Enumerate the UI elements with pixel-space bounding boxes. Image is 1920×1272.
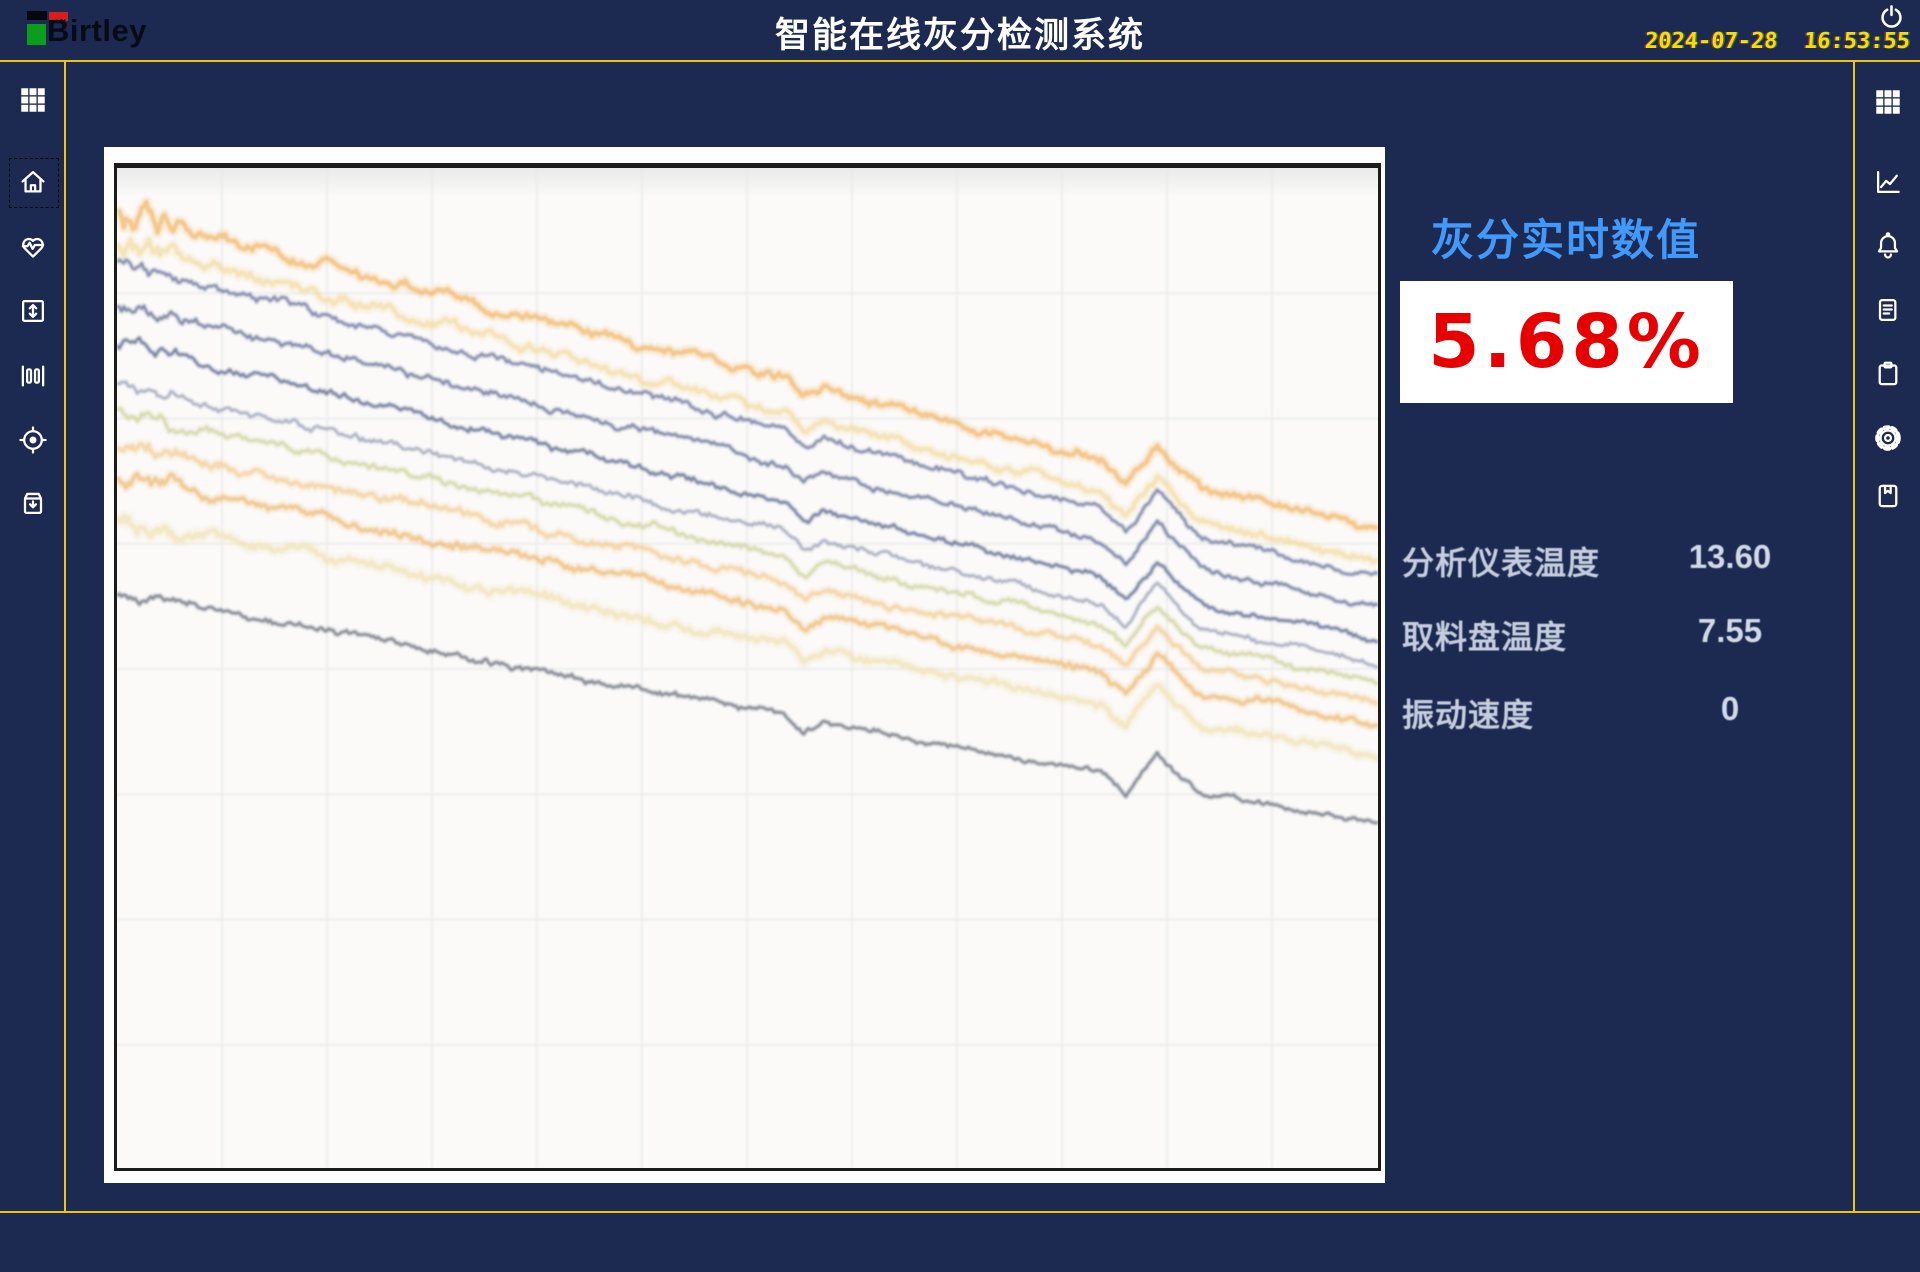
report-document-icon xyxy=(1878,298,1897,322)
trace-9 xyxy=(117,471,1378,729)
reading-row-tray-temp: 取料盘温度 7.55 xyxy=(1402,612,1812,656)
reading-row-vibration-speed: 振动速度 0 xyxy=(1402,690,1812,734)
reading-value: 0 xyxy=(1720,690,1740,727)
sidebar-item-home[interactable] xyxy=(17,166,49,198)
page-title: 智能在线灰分检测系统 xyxy=(774,16,1145,55)
reading-value: 7.55 xyxy=(1697,612,1763,649)
sidebar-item-tasks[interactable] xyxy=(1872,358,1904,390)
clipboard-icon xyxy=(1878,361,1898,386)
sidebar-item-apps-right[interactable] xyxy=(1872,86,1904,118)
logo-green-mark xyxy=(27,24,46,45)
trace-4 xyxy=(117,304,1378,607)
divider-right-sidebar xyxy=(1853,62,1855,1211)
gate-bars-icon xyxy=(21,365,45,387)
divider-left-sidebar xyxy=(64,62,66,1211)
sidebar-item-apps[interactable] xyxy=(17,84,49,116)
ash-trend-chart xyxy=(117,168,1378,1168)
logo-black-mark xyxy=(27,11,47,20)
trend-chart-panel xyxy=(104,147,1385,1183)
power-icon[interactable] xyxy=(1877,3,1906,32)
sidebar-item-alarms[interactable] xyxy=(1872,230,1904,262)
ash-value: 5.68% xyxy=(1428,299,1705,385)
trace-7 xyxy=(117,406,1378,686)
sidebar-item-locate[interactable] xyxy=(17,424,49,456)
trace-8 xyxy=(117,441,1378,706)
logo-wave-icon xyxy=(50,18,66,24)
reading-label: 取料盘温度 xyxy=(1402,619,1568,655)
vertical-adjust-icon xyxy=(21,299,45,323)
header-bar: Birtley 智能在线灰分检测系统 2024-07-28 16:53:55 xyxy=(0,0,1920,60)
trend-chart-icon xyxy=(1877,171,1900,193)
logo-text: Birtley xyxy=(47,13,147,48)
sidebar-item-gate[interactable] xyxy=(17,360,49,392)
sidebar-item-logbook[interactable] xyxy=(1872,480,1904,512)
reading-value: 13.60 xyxy=(1688,538,1772,575)
alarm-bell-icon xyxy=(1877,232,1899,259)
logbook-icon xyxy=(1878,484,1898,508)
trace-1 xyxy=(117,199,1378,531)
trace-2 xyxy=(117,237,1378,565)
ash-value-box: 5.68% xyxy=(1400,281,1733,403)
reading-label: 分析仪表温度 xyxy=(1402,545,1601,581)
sidebar-item-monitor[interactable] xyxy=(17,231,49,263)
reading-label: 振动速度 xyxy=(1402,697,1535,733)
settings-gear-icon xyxy=(1875,425,1901,451)
sidebar-item-level[interactable] xyxy=(17,295,49,327)
trace-3 xyxy=(117,258,1378,576)
divider-top xyxy=(0,60,1920,62)
apps-grid-icon xyxy=(21,88,45,112)
realtime-value-title: 灰分实时数值 xyxy=(1431,217,1701,265)
trace-11 xyxy=(117,592,1378,825)
sidebar-item-archive[interactable] xyxy=(17,487,49,519)
divider-bottom xyxy=(0,1211,1920,1213)
trace-6 xyxy=(117,380,1378,669)
trace-10 xyxy=(117,513,1378,761)
logo-red-mark xyxy=(49,12,68,24)
sidebar-item-trends[interactable] xyxy=(1872,166,1904,198)
sidebar-item-reports[interactable] xyxy=(1872,294,1904,326)
trace-5 xyxy=(117,336,1378,644)
home-icon xyxy=(21,171,45,193)
sidebar-item-settings[interactable] xyxy=(1872,422,1904,454)
reading-row-analyzer-temp: 分析仪表温度 13.60 xyxy=(1402,538,1812,582)
target-locate-icon xyxy=(19,426,47,454)
datetime-display: 2024-07-28 16:53:55 xyxy=(1644,29,1911,54)
heartbeat-icon xyxy=(21,237,45,258)
inbox-archive-icon xyxy=(23,492,43,515)
trend-plot-area xyxy=(114,163,1381,1171)
apps-grid-icon xyxy=(1876,90,1900,114)
active-item-focus-box xyxy=(9,158,59,208)
